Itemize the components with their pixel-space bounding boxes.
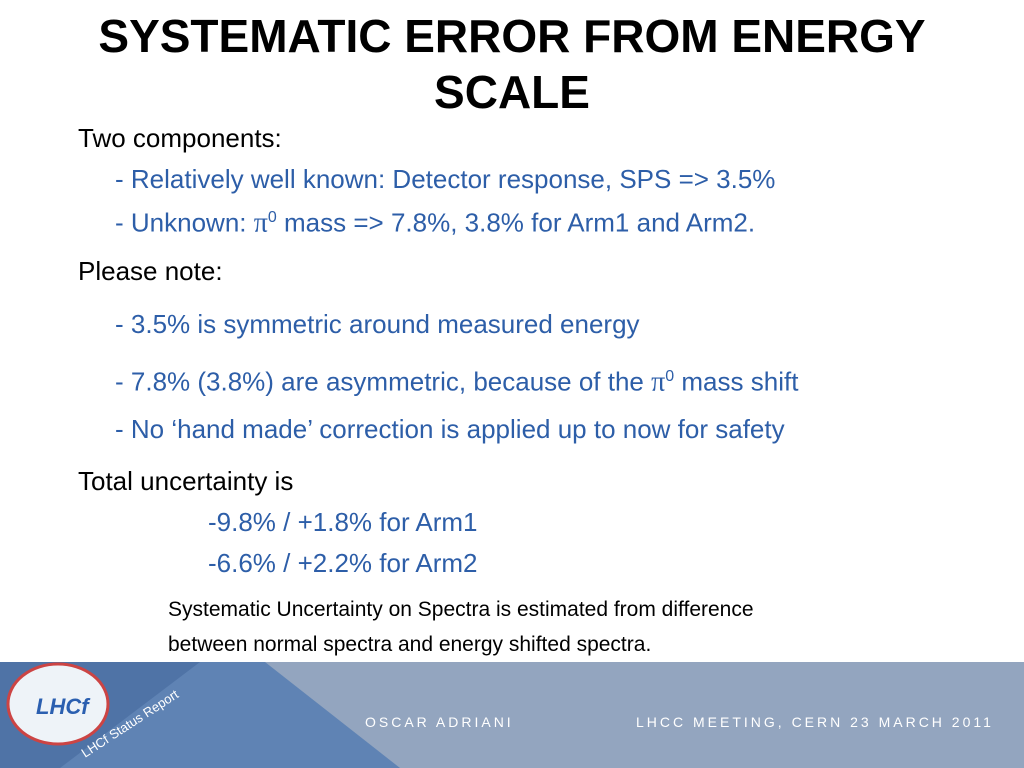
logo <box>6 662 110 746</box>
text: - Relatively well known: Detector respon… <box>115 164 776 194</box>
author: OSCAR ADRIANI <box>365 714 514 730</box>
note-line: Systematic Uncertainty on Spectra is est… <box>168 598 754 621</box>
superscript: 0 <box>665 368 675 385</box>
body-line: -9.8% / +1.8% for Arm1 <box>208 507 478 537</box>
body-line: Total uncertainty is <box>78 466 293 496</box>
body-line: Two components: <box>78 123 282 153</box>
text: -9.8% / +1.8% for Arm1 <box>208 507 478 537</box>
footer-band: LHCf LHCf Status Report <box>0 662 1024 768</box>
body-line: - 3.5% is symmetric around measured ener… <box>115 309 640 339</box>
text: - Unknown: <box>115 207 254 238</box>
text: - No ‘hand made’ correction is applied u… <box>115 414 785 444</box>
text: mass => 7.8%, 3.8% for Arm1 and Arm2. <box>276 207 756 238</box>
superscript: 0 <box>267 209 277 226</box>
symbol: π <box>651 366 666 398</box>
text: Please note: <box>78 256 223 286</box>
text: Total uncertainty is <box>78 466 294 496</box>
note-line: between normal spectra and energy shifte… <box>168 633 652 656</box>
text: - 7.8% (3.8%) are asymmetric, because of… <box>115 366 652 397</box>
text: -6.6% / +2.2% for Arm2 <box>208 548 478 578</box>
body-line: - No ‘hand made’ correction is applied u… <box>115 414 785 444</box>
text: Two components: <box>78 123 282 153</box>
text: - 3.5% is symmetric around measured ener… <box>115 309 640 339</box>
logo-text: LHCf <box>36 694 91 719</box>
body-line: - Unknown: π0 mass => 7.8%, 3.8% for Arm… <box>115 203 755 239</box>
body-line: - Relatively well known: Detector respon… <box>115 164 775 194</box>
body-line: - 7.8% (3.8%) are asymmetric, because of… <box>115 362 798 398</box>
meeting: LHCC MEETING, CERN 23 MARCH 2011 <box>636 714 994 730</box>
text: mass shift <box>674 366 799 397</box>
body-line: Please note: <box>78 256 223 286</box>
symbol: π <box>253 207 268 239</box>
slide-title: SYSTEMATIC ERROR FROM ENERGY SCALE <box>98 10 926 118</box>
body-line: -6.6% / +2.2% for Arm2 <box>208 548 478 578</box>
